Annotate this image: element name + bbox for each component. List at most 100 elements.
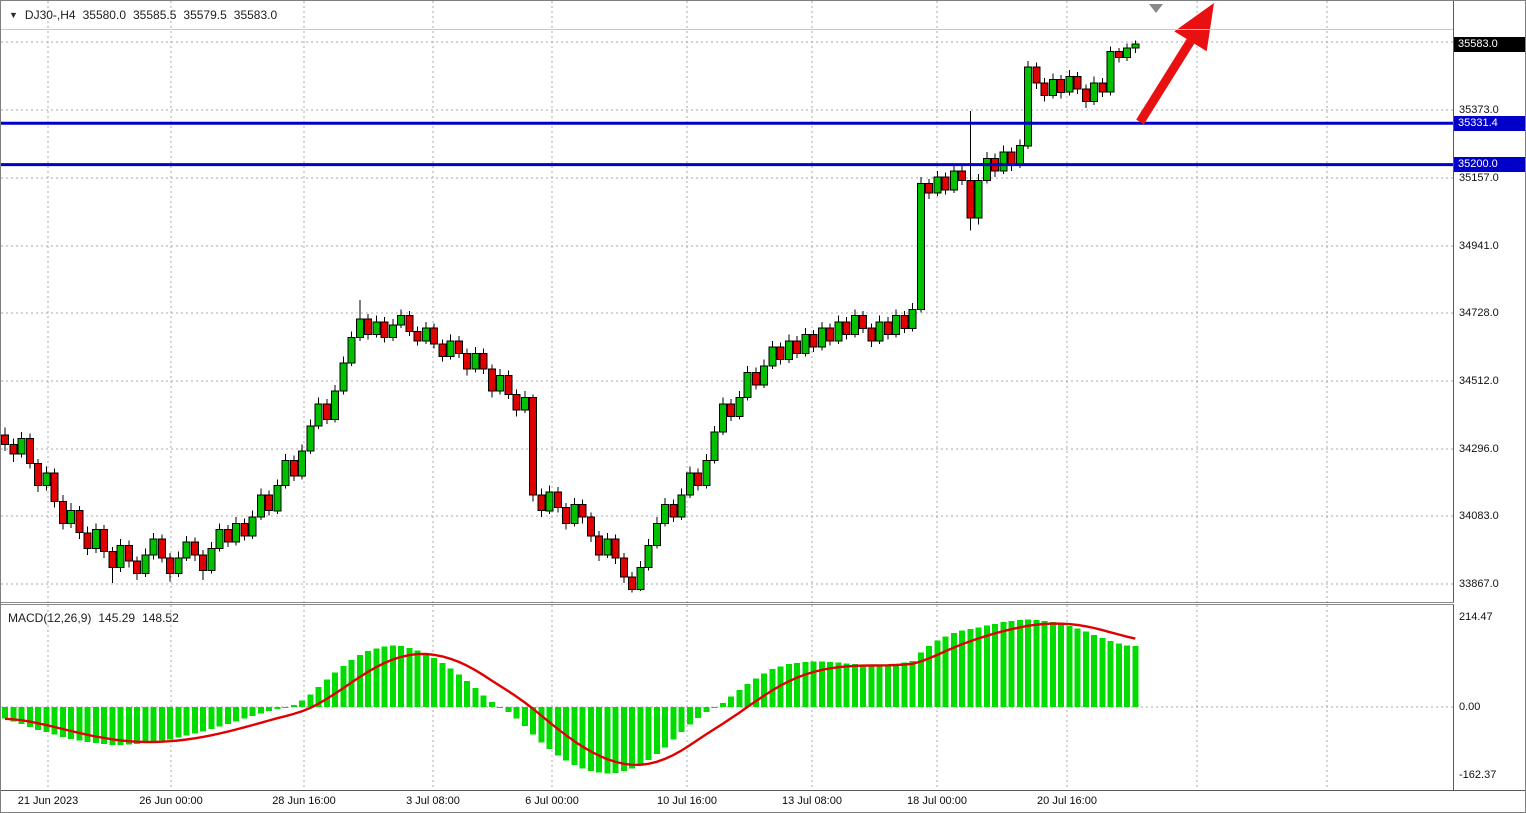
chart-header: ▼ DJ30-,H4 35580.0 35585.5 35579.5 35583… (9, 8, 277, 22)
candle-body (306, 425, 315, 452)
candle-body (735, 397, 744, 417)
candle-body (661, 504, 669, 524)
candle-body (215, 529, 224, 549)
time-axis-border (1, 790, 1525, 791)
macd-bar (587, 707, 594, 771)
candle-body (677, 494, 686, 518)
candle-body (17, 437, 26, 455)
candle-body (25, 437, 34, 465)
trend-arrow[interactable] (1136, 3, 1214, 125)
candle-body (339, 362, 348, 392)
macd-bar (893, 663, 899, 707)
candle-body (421, 327, 430, 342)
macd-bar (934, 640, 941, 707)
candle-body (710, 431, 719, 461)
candle-body (850, 315, 859, 336)
candle-body (603, 538, 612, 556)
candle-body (586, 516, 595, 537)
candle-body (1032, 66, 1041, 84)
macd-bar (26, 707, 33, 728)
candle-body (1, 434, 9, 446)
price-chart-area[interactable] (1, 1, 1453, 602)
macd-main-value: 145.29 (98, 611, 136, 625)
macd-bar (266, 707, 272, 712)
candle-body (487, 368, 496, 392)
candle-body (595, 535, 603, 556)
macd-bar (340, 665, 347, 707)
macd-bar (497, 707, 503, 708)
candle-body (570, 504, 579, 524)
macd-bar (554, 707, 561, 756)
candle-body (372, 321, 381, 336)
macd-bar (1058, 623, 1064, 707)
candle-body (438, 343, 447, 358)
candle-body (578, 504, 587, 518)
candle-body (1090, 82, 1098, 103)
macd-bar (208, 707, 215, 729)
level-price-label: 35331.4 (1454, 115, 1525, 131)
candle-body (496, 374, 504, 392)
candle-body (652, 522, 661, 546)
macd-bar (513, 707, 520, 719)
macd-bar (18, 707, 25, 724)
macd-bar (917, 652, 924, 707)
macd-bar (802, 662, 809, 707)
macd-bar (455, 674, 462, 707)
price-tick-label: 34941.0 (1459, 239, 1499, 252)
macd-bar (150, 707, 157, 742)
ohlc-open: 35580.0 (82, 8, 126, 22)
macd-bar (398, 646, 404, 707)
macd-bar (884, 664, 891, 707)
candle-body (867, 327, 876, 342)
macd-bar (612, 707, 619, 773)
macd-indicator-panel[interactable]: MACD(12,26,9) 145.29 148.52 (1, 605, 1453, 790)
candle-body (322, 403, 331, 420)
macd-bar (307, 694, 314, 707)
macd-bar (835, 662, 842, 707)
panel-divider[interactable] (1, 602, 1525, 605)
macd-bar (356, 655, 363, 707)
macd-bar (868, 665, 875, 707)
macd-bar (653, 707, 660, 754)
candle-body (784, 340, 793, 361)
candle-body (529, 397, 537, 496)
macd-bar (604, 707, 611, 774)
candle-body (446, 340, 455, 357)
macd-bar (843, 663, 850, 707)
time-axis[interactable]: 21 Jun 2023 26 Jun 00:00 28 Jun 16:00 3 Jul… (1, 791, 1525, 812)
macd-bar (1000, 622, 1007, 707)
candle-body (91, 529, 100, 549)
macd-bar (926, 646, 932, 707)
price-tick-label: 34083.0 (1459, 509, 1499, 522)
macd-bar (290, 704, 297, 707)
macd-tick-label: -162.37 (1459, 768, 1497, 781)
macd-bar (629, 707, 635, 769)
macd-bar (480, 695, 487, 707)
candle-body (982, 157, 991, 181)
candle-body (1040, 82, 1049, 96)
candle-body (834, 321, 843, 342)
chart-shift-marker-icon[interactable] (1149, 4, 1163, 13)
candle-body (817, 327, 826, 348)
macd-chart-canvas[interactable] (1, 605, 1453, 790)
candle-body (281, 459, 290, 487)
macd-bar (1099, 638, 1106, 707)
macd-bar (695, 707, 701, 718)
candle-body (174, 557, 183, 575)
candle-body (718, 403, 727, 433)
candle-body (397, 315, 405, 326)
candle-body (842, 321, 851, 336)
price-axis-border (1453, 1, 1454, 790)
ohlc-low: 35579.5 (183, 8, 227, 22)
macd-bar (538, 707, 545, 743)
price-axis[interactable]: 35373.0 35157.0 34941.0 34728.0 34512.0 34296… (1454, 1, 1525, 790)
macd-bar (686, 707, 693, 725)
candle-body (949, 170, 958, 191)
candle-body (141, 554, 150, 575)
candle-body (108, 551, 117, 568)
macd-bar (1033, 620, 1040, 707)
price-chart-canvas[interactable] (1, 1, 1453, 602)
macd-bar (464, 681, 470, 707)
macd-bar (84, 707, 91, 743)
candle-body (50, 472, 59, 502)
